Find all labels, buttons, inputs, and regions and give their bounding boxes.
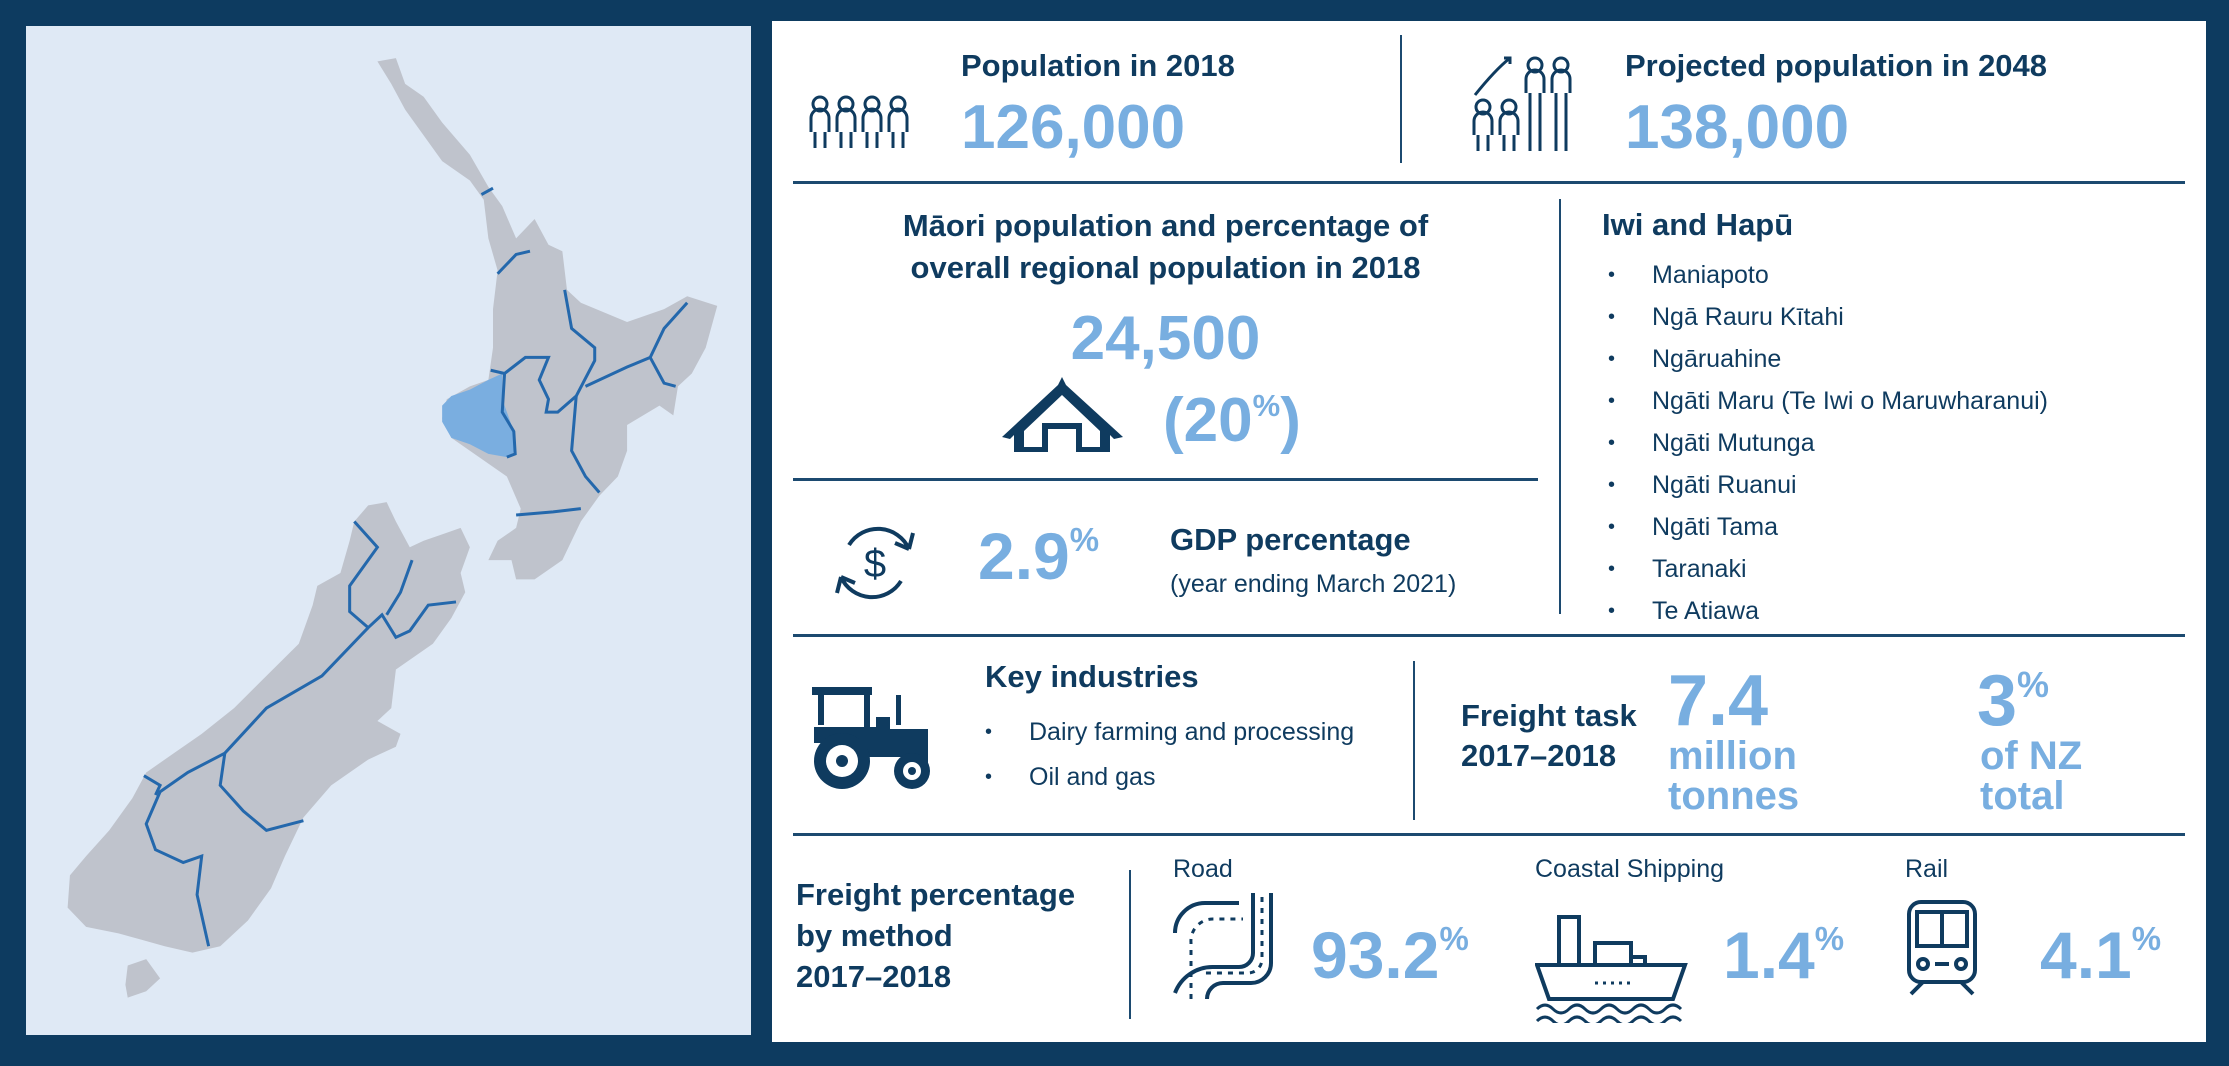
maori-percent-value: (20 [1163, 386, 1253, 455]
unit-line: tonnes [1668, 774, 1800, 818]
population-value: 126,000 [961, 93, 1186, 162]
share-number: 3 [1977, 661, 2018, 741]
road-value: 93.2% [1311, 917, 1469, 993]
rail-label: Rail [1905, 855, 1949, 883]
iwi-heading: Iwi and Hapū [1602, 207, 1794, 242]
nz-region-map [26, 26, 751, 1035]
projected-value: 138,000 [1625, 93, 1850, 162]
wharenui-house-icon [1002, 377, 1123, 452]
freight-tonnes-value: 7.4 [1668, 661, 1769, 741]
industries-list: Dairy farming and processing Oil and gas [985, 710, 1354, 800]
percent-sign: % [1252, 388, 1281, 424]
maori-population-value: 24,500 [1070, 304, 1261, 373]
ship-icon [1535, 915, 1688, 1023]
percent-sign: % [1814, 920, 1845, 958]
tractor-icon [812, 687, 930, 789]
maori-heading-line2: overall regional population in 2018 [910, 250, 1421, 285]
gdp-number: 2.9 [978, 519, 1070, 593]
road-label: Road [1173, 855, 1233, 883]
percent-sign: % [1439, 920, 1469, 958]
coastal-shipping-label: Coastal Shipping [1535, 855, 1725, 883]
iwi-item: Ngāti Ruanui [1608, 464, 2048, 506]
road-number: 93.2 [1311, 918, 1440, 992]
gdp-note: (year ending March 2021) [1170, 570, 1457, 598]
unit-line: million [1668, 734, 1797, 778]
stewart-island [125, 959, 161, 998]
divider [1400, 35, 1402, 163]
rail-number: 4.1 [2040, 918, 2132, 992]
south-island [67, 502, 470, 953]
divider [1413, 661, 1415, 820]
freight-tonnes-unit: million tonnes [1668, 736, 1799, 816]
divider [1559, 199, 1561, 614]
train-icon [1907, 900, 1977, 996]
freight-task-label-line1: Freight task [1461, 698, 1637, 733]
iwi-item: Ngāti Maru (Te Iwi o Maruwharanui) [1608, 380, 2048, 422]
iwi-item: Ngāruahine [1608, 338, 2048, 380]
percent-sign: % [2131, 920, 2162, 958]
unit-line: of NZ [1980, 734, 2083, 778]
iwi-item: Taranaki [1608, 548, 2048, 590]
divider [1129, 870, 1131, 1019]
industry-item: Oil and gas [985, 755, 1354, 800]
iwi-item: Te Atiawa [1608, 590, 2048, 632]
divider [793, 634, 2185, 637]
iwi-item: Ngāti Tama [1608, 506, 2048, 548]
freight-method-label-line1: Freight percentage [796, 877, 1076, 912]
road-icon [1173, 893, 1273, 1000]
taranaki-region [442, 373, 517, 458]
freight-share-value: 3% [1977, 660, 2049, 742]
gdp-value: 2.9% [978, 518, 1099, 594]
freight-method-label-line3: 2017–2018 [796, 959, 952, 994]
iwi-list: Maniapoto Ngā Rauru Kītahi Ngāruahine Ng… [1608, 254, 2048, 632]
unit-line: total [1980, 774, 2065, 818]
divider [793, 833, 2185, 836]
percent-close: ) [1280, 386, 1301, 455]
industries-heading: Key industries [985, 659, 1199, 694]
divider [793, 181, 2185, 184]
north-island [377, 58, 718, 580]
rail-value: 4.1% [2040, 917, 2161, 993]
projected-label: Projected population in 2048 [1625, 48, 2048, 83]
people-group-icon [809, 95, 909, 148]
iwi-item: Ngā Rauru Kītahi [1608, 296, 2048, 338]
svg-text:$: $ [864, 542, 886, 586]
iwi-item: Maniapoto [1608, 254, 2048, 296]
industry-item: Dairy farming and processing [985, 710, 1354, 755]
freight-task-label-line2: 2017–2018 [1461, 738, 1617, 773]
divider [793, 478, 1538, 481]
gdp-label: GDP percentage [1170, 522, 1411, 557]
shipping-number: 1.4 [1723, 918, 1815, 992]
population-growth-icon [1472, 56, 1572, 151]
currency-exchange-icon: $ [835, 526, 915, 600]
percent-sign: % [2017, 663, 2050, 705]
freight-method-label-line2: by method [796, 918, 953, 953]
region-boundaries [144, 188, 687, 946]
maori-heading-line1: Māori population and percentage of [902, 208, 1429, 243]
coastal-shipping-value: 1.4% [1723, 917, 1844, 993]
iwi-item: Ngāti Mutunga [1608, 422, 2048, 464]
maori-percent: (20%) [1163, 385, 1301, 456]
freight-share-unit: of NZ total [1980, 736, 2082, 816]
population-label: Population in 2018 [961, 48, 1235, 83]
percent-sign: % [1069, 521, 1100, 559]
